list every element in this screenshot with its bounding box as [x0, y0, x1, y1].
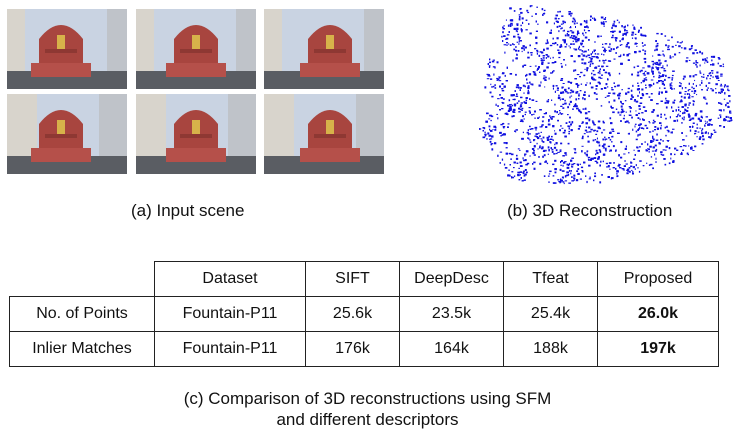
cell-sift: 25.6k: [305, 296, 400, 332]
cell-deepdesc: 164k: [399, 331, 504, 367]
scene-photo: [7, 94, 127, 174]
scene-photo: [136, 9, 256, 89]
caption-3d-reconstruction: (b) 3D Reconstruction: [507, 201, 673, 220]
header-tfeat: Tfeat: [503, 261, 598, 297]
table-corner-cell: [9, 261, 155, 297]
scene-photo: [264, 94, 384, 174]
caption-comparison-line2: and different descriptors: [276, 410, 459, 429]
cell-proposed: 26.0k: [597, 296, 719, 332]
caption-input-scene: (a) Input scene: [131, 201, 245, 220]
header-dataset: Dataset: [154, 261, 306, 297]
header-sift: SIFT: [305, 261, 400, 297]
cell-dataset: Fountain-P11: [154, 331, 306, 367]
scene-photo: [264, 9, 384, 89]
scene-photo: [136, 94, 256, 174]
point-cloud-reconstruction: [479, 5, 733, 185]
table-row: Inlier Matches Fountain-P11 176k 164k 18…: [9, 331, 719, 367]
table-header-row: Dataset SIFT DeepDesc Tfeat Proposed: [9, 261, 719, 297]
cell-sift: 176k: [305, 331, 400, 367]
cell-deepdesc: 23.5k: [399, 296, 504, 332]
cell-proposed: 197k: [597, 331, 719, 367]
header-deepdesc: DeepDesc: [399, 261, 504, 297]
row-label-points: No. of Points: [9, 296, 155, 332]
cell-dataset: Fountain-P11: [154, 296, 306, 332]
caption-comparison: (c) Comparison of 3D reconstructions usi…: [0, 388, 735, 430]
caption-comparison-line1: (c) Comparison of 3D reconstructions usi…: [183, 389, 552, 408]
row-label-matches: Inlier Matches: [9, 331, 155, 367]
table-row: No. of Points Fountain-P11 25.6k 23.5k 2…: [9, 296, 719, 332]
cell-tfeat: 188k: [503, 331, 598, 367]
cell-tfeat: 25.4k: [503, 296, 598, 332]
scene-photo: [7, 9, 127, 89]
comparison-table: Dataset SIFT DeepDesc Tfeat Proposed No.…: [9, 261, 719, 367]
header-proposed: Proposed: [597, 261, 719, 297]
